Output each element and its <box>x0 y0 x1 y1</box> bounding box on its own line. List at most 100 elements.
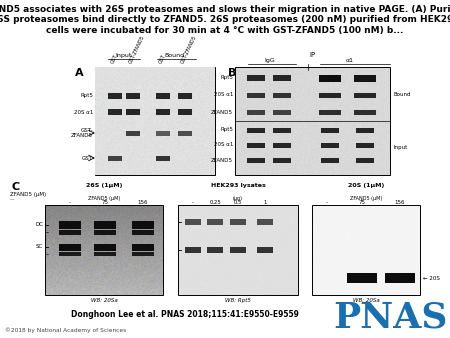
Bar <box>59 252 81 256</box>
Text: Rpt5: Rpt5 <box>80 94 93 98</box>
Text: WB: 20Sa: WB: 20Sa <box>90 298 117 303</box>
Text: -: - <box>326 200 328 205</box>
Text: IgG: IgG <box>265 58 275 63</box>
Bar <box>273 75 291 81</box>
Text: ZFAND5 (μM): ZFAND5 (μM) <box>88 196 120 201</box>
Text: PNAS: PNAS <box>333 301 447 335</box>
Bar <box>95 67 215 175</box>
Bar <box>354 110 376 115</box>
Text: A: A <box>75 68 84 78</box>
Text: SC: SC <box>36 244 43 249</box>
Bar <box>273 143 291 147</box>
Bar <box>321 143 339 147</box>
Text: GST: GST <box>158 53 167 64</box>
Bar <box>156 109 170 115</box>
Bar <box>132 221 154 229</box>
Bar <box>59 243 81 250</box>
Bar <box>185 219 201 225</box>
Text: ©2018 by National Academy of Sciences: ©2018 by National Academy of Sciences <box>5 328 126 333</box>
Text: ZFAND5 (μM): ZFAND5 (μM) <box>10 192 46 197</box>
Bar <box>59 221 81 229</box>
Text: GST-
ZFAND5: GST- ZFAND5 <box>71 128 93 138</box>
Bar <box>156 155 170 161</box>
Text: ZFAND5 associates with 26S proteasomes and slows their migration in native PAGE.: ZFAND5 associates with 26S proteasomes a… <box>0 5 450 35</box>
Bar <box>247 93 265 97</box>
Text: Donghoon Lee et al. PNAS 2018;115:41:E9550-E9559: Donghoon Lee et al. PNAS 2018;115:41:E95… <box>71 310 299 319</box>
Bar <box>178 205 298 295</box>
Bar <box>321 127 339 132</box>
Bar <box>273 127 291 132</box>
Text: 0.5: 0.5 <box>234 200 242 205</box>
Bar <box>354 74 376 81</box>
Bar <box>126 109 140 115</box>
Text: HEK293 lysates: HEK293 lysates <box>211 183 266 188</box>
Bar <box>185 247 201 253</box>
Bar <box>356 143 374 147</box>
Bar <box>132 243 154 250</box>
Bar <box>247 75 265 81</box>
Bar <box>247 158 265 163</box>
Text: GST-ZFAND5: GST-ZFAND5 <box>128 34 146 64</box>
Bar <box>356 127 374 132</box>
Text: ZFAND5: ZFAND5 <box>211 110 233 115</box>
Text: ZFAND5 (μM): ZFAND5 (μM) <box>350 196 382 201</box>
Bar <box>207 247 223 253</box>
Text: 0.25: 0.25 <box>209 200 221 205</box>
Text: 75: 75 <box>102 200 108 205</box>
Text: ← 20S: ← 20S <box>423 275 440 281</box>
Text: Bound: Bound <box>393 92 410 97</box>
Text: GST: GST <box>82 155 93 161</box>
Bar <box>126 93 140 99</box>
Bar <box>247 143 265 147</box>
Bar <box>273 93 291 97</box>
Text: WB: Rpt5: WB: Rpt5 <box>225 298 251 303</box>
Bar <box>108 155 122 161</box>
Bar <box>319 93 341 97</box>
Bar <box>156 130 170 136</box>
Bar <box>94 230 116 235</box>
Bar <box>273 110 291 115</box>
Bar <box>207 219 223 225</box>
Text: α1: α1 <box>346 58 354 63</box>
Bar <box>257 219 273 225</box>
Text: -: - <box>192 200 194 205</box>
Bar <box>94 221 116 229</box>
Text: B: B <box>228 68 236 78</box>
Bar <box>132 252 154 256</box>
Bar <box>59 230 81 235</box>
Bar <box>385 273 415 283</box>
Bar <box>319 74 341 81</box>
Text: ―: ― <box>10 197 14 201</box>
Bar <box>178 93 192 99</box>
Bar <box>108 109 122 115</box>
Bar <box>356 158 374 163</box>
Bar <box>178 109 192 115</box>
Bar <box>94 243 116 250</box>
Text: ZFAND5: ZFAND5 <box>211 158 233 163</box>
Bar <box>178 130 192 136</box>
Bar <box>321 158 339 163</box>
Text: Rpt5: Rpt5 <box>220 127 233 132</box>
Text: IP: IP <box>310 52 315 58</box>
Bar <box>108 93 122 99</box>
Bar <box>354 93 376 97</box>
Bar <box>312 205 420 295</box>
Bar <box>347 273 377 283</box>
Text: DC: DC <box>35 222 43 227</box>
Text: Input: Input <box>393 145 407 150</box>
Text: 26S (1μM): 26S (1μM) <box>86 183 122 188</box>
Text: 20S α1: 20S α1 <box>214 93 233 97</box>
Bar <box>156 93 170 99</box>
Text: GST: GST <box>110 53 119 64</box>
Text: WB: 20Sa: WB: 20Sa <box>353 298 379 303</box>
Bar <box>247 127 265 132</box>
Text: (μg): (μg) <box>233 196 243 201</box>
Bar <box>126 130 140 136</box>
Text: 20S (1μM): 20S (1μM) <box>348 183 384 188</box>
Text: 75: 75 <box>359 200 365 205</box>
Bar <box>230 247 246 253</box>
Text: GST-ZFAND5: GST-ZFAND5 <box>180 34 198 64</box>
Text: -: - <box>69 200 71 205</box>
Bar <box>94 252 116 256</box>
Bar <box>45 205 163 295</box>
